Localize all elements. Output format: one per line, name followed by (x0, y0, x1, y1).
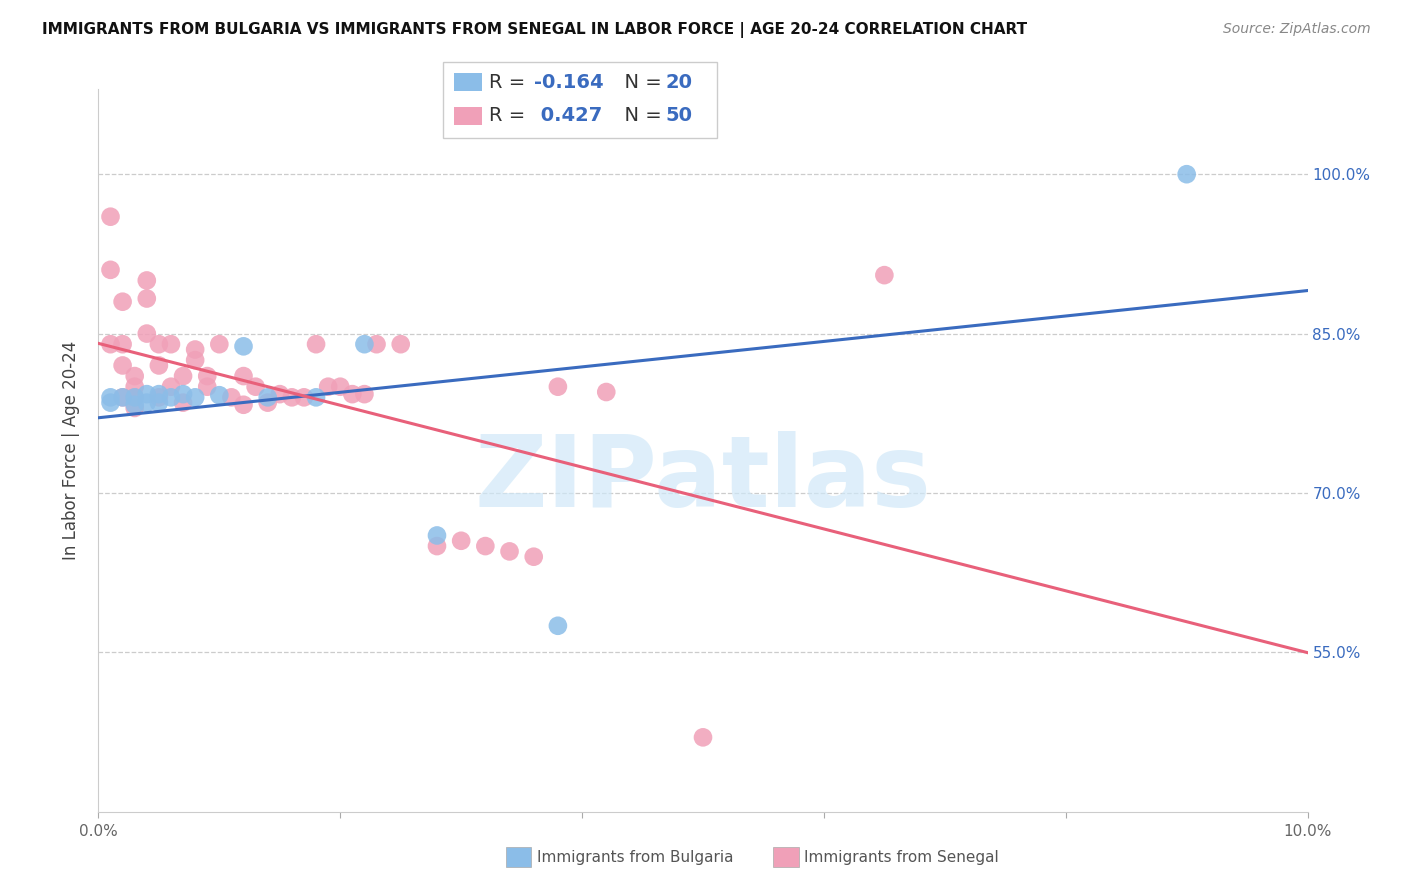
Point (269, 387, 291, 401)
Point (100, 390, 122, 404)
Point (426, 539, 449, 553)
Point (256, 390, 278, 404)
Point (366, 337, 388, 351)
Text: Source: ZipAtlas.com: Source: ZipAtlas.com (1223, 22, 1371, 37)
Point (160, 390, 183, 404)
Text: R =: R = (489, 106, 531, 126)
Point (1175, 167, 1198, 181)
Point (124, 380, 146, 394)
Point (111, 390, 134, 404)
Point (135, 292, 157, 306)
Point (148, 337, 170, 351)
Text: Immigrants from Bulgaria: Immigrants from Bulgaria (537, 850, 734, 864)
Point (232, 369, 254, 384)
Point (547, 619, 569, 633)
Point (135, 395, 157, 409)
Point (523, 549, 546, 564)
Point (353, 387, 375, 401)
Text: ZIPatlas: ZIPatlas (475, 431, 931, 528)
Point (135, 273, 157, 287)
Point (100, 210, 122, 224)
Point (124, 401, 146, 415)
Point (111, 359, 134, 373)
Point (148, 390, 170, 404)
Point (172, 369, 194, 384)
Point (498, 544, 520, 558)
Point (184, 343, 207, 357)
Point (124, 369, 146, 384)
Point (305, 337, 328, 351)
Text: -0.164: -0.164 (534, 72, 605, 92)
Text: N =: N = (612, 72, 668, 92)
Point (256, 395, 278, 409)
Point (305, 390, 328, 404)
Point (873, 268, 896, 282)
Point (208, 337, 231, 351)
Point (389, 337, 412, 351)
Text: 0.427: 0.427 (534, 106, 603, 126)
Point (100, 395, 122, 409)
Point (100, 263, 122, 277)
Point (292, 390, 315, 404)
Point (148, 395, 170, 409)
Point (124, 390, 146, 404)
Point (135, 387, 157, 401)
Text: R =: R = (489, 72, 531, 92)
Point (160, 380, 183, 394)
Point (426, 528, 449, 542)
Point (232, 339, 254, 353)
Text: 20: 20 (665, 72, 692, 92)
Point (474, 539, 496, 553)
Point (353, 337, 375, 351)
Point (232, 398, 254, 412)
Point (135, 326, 157, 341)
Text: Immigrants from Senegal: Immigrants from Senegal (804, 850, 1000, 864)
Point (160, 337, 183, 351)
Text: 50: 50 (665, 106, 692, 126)
Point (195, 380, 218, 394)
Point (111, 294, 134, 309)
Point (281, 390, 304, 404)
Point (124, 390, 146, 404)
Point (221, 390, 243, 404)
Point (100, 337, 122, 351)
Point (184, 390, 207, 404)
Point (195, 369, 218, 384)
Point (111, 337, 134, 351)
Point (148, 387, 170, 401)
Point (172, 387, 194, 401)
Point (208, 388, 231, 402)
Point (124, 398, 146, 412)
Point (595, 384, 617, 399)
Point (245, 380, 267, 394)
Point (342, 387, 364, 401)
Text: N =: N = (612, 106, 668, 126)
Point (184, 353, 207, 368)
Point (148, 359, 170, 373)
Point (172, 395, 194, 409)
Point (329, 380, 352, 394)
Y-axis label: In Labor Force | Age 20-24: In Labor Force | Age 20-24 (62, 341, 80, 560)
Text: IMMIGRANTS FROM BULGARIA VS IMMIGRANTS FROM SENEGAL IN LABOR FORCE | AGE 20-24 C: IMMIGRANTS FROM BULGARIA VS IMMIGRANTS F… (42, 22, 1028, 38)
Point (316, 380, 339, 394)
Point (450, 533, 472, 548)
Point (547, 380, 569, 394)
Point (692, 731, 714, 745)
Point (111, 390, 134, 404)
